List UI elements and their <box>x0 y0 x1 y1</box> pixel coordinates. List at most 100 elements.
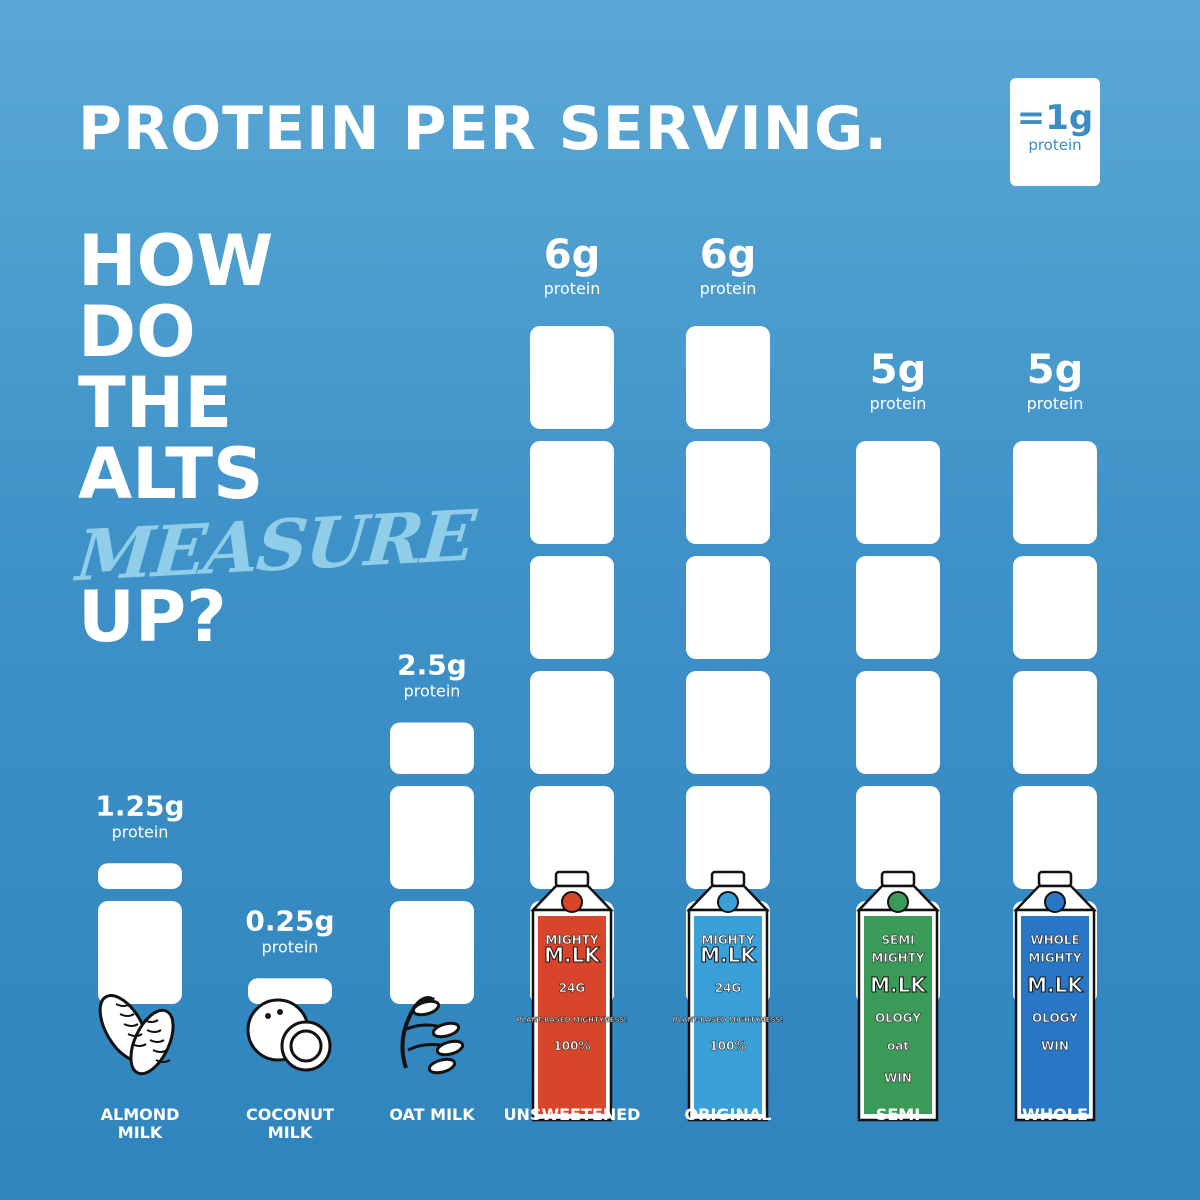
value-label: 2.5g <box>397 649 467 682</box>
value-label: 6g <box>544 232 600 278</box>
protein-unit-block <box>1013 441 1097 544</box>
almond-stroke <box>127 1033 143 1037</box>
value-unit-label: protein <box>1027 394 1084 413</box>
value-unit-label: protein <box>544 279 601 298</box>
protein-unit-block <box>98 901 182 1004</box>
value-unit-label: protein <box>404 682 461 701</box>
carton-text: 100% <box>553 1039 590 1053</box>
carton-color-panel <box>864 916 932 1114</box>
legend-unit: =1g <box>1016 98 1094 138</box>
protein-unit-block <box>530 671 614 774</box>
category-label: COCONUT <box>246 1105 334 1124</box>
protein-unit-block <box>856 441 940 544</box>
carton-text: SEMI <box>881 933 914 947</box>
carton-text: WHOLE <box>1030 933 1079 947</box>
carton-text: PLANT-BASED MIGHTYNESS! <box>517 1016 628 1024</box>
carton-cap <box>880 870 916 888</box>
oat-grain <box>411 999 441 1017</box>
carton-text: M.LK <box>544 943 601 967</box>
protein-unit-block <box>686 671 770 774</box>
protein-partial-block <box>248 978 332 1004</box>
protein-unit-block <box>856 786 940 889</box>
almond-shape <box>129 1008 175 1076</box>
headline-line: ALTS <box>78 433 264 515</box>
carton-logo <box>887 891 909 913</box>
almond-stroke <box>123 1023 139 1027</box>
protein-unit-block <box>390 901 474 1004</box>
almond-stroke <box>155 1059 171 1063</box>
protein-unit-block <box>856 556 940 659</box>
oat-grain <box>431 1021 461 1039</box>
almond-stroke <box>152 1049 168 1053</box>
almond-stroke <box>131 1043 147 1047</box>
protein-unit-block <box>686 786 770 889</box>
headline: HOW DO THE ALTS MEASURE UP? <box>73 220 477 658</box>
value-label: 5g <box>870 347 926 393</box>
coconut-eye <box>265 1013 271 1019</box>
almond-stroke <box>115 1003 131 1007</box>
category-label: WHOLE <box>1022 1105 1088 1124</box>
protein-partial-block <box>98 863 182 889</box>
protein-unit-block <box>686 326 770 429</box>
carton-text: MIGHTY <box>545 933 598 947</box>
carton-text: WIN <box>884 1071 912 1085</box>
carton-text: PLANT-BASED MIGHTYNESS! <box>673 1016 784 1024</box>
carton-text: 24G <box>559 981 586 995</box>
carton-text: MIGHTY <box>701 933 754 947</box>
headline-line: DO <box>78 291 196 373</box>
unit-legend: =1g protein <box>1010 78 1100 186</box>
carton-text: WIN <box>1041 1039 1069 1053</box>
carton-logo <box>561 891 583 913</box>
protein-unit-block <box>390 786 474 889</box>
value-label: 1.25g <box>95 789 184 822</box>
category-label: ALMOND <box>101 1105 180 1124</box>
carton-text: oat <box>887 1039 909 1053</box>
value-label: 5g <box>1027 347 1083 393</box>
protein-unit-block <box>530 441 614 544</box>
protein-unit-block <box>686 556 770 659</box>
carton-cap <box>1037 870 1073 888</box>
headline-line: HOW <box>78 220 274 302</box>
category-label: SEMI <box>876 1105 920 1124</box>
coconut-shape <box>289 1029 323 1063</box>
category-label: ORIGINAL <box>685 1105 772 1124</box>
protein-unit-block <box>530 556 614 659</box>
protein-unit-block <box>530 786 614 889</box>
carton-text: 100% <box>709 1039 746 1053</box>
carton-cap <box>554 870 590 888</box>
headline-line: THE <box>78 362 233 444</box>
carton-text: M.LK <box>700 943 757 967</box>
carton-text: MIGHTY <box>871 951 924 965</box>
protein-unit-block <box>1013 556 1097 659</box>
protein-unit-block <box>1013 671 1097 774</box>
value-unit-label: protein <box>870 394 927 413</box>
carton-text: M.LK <box>870 973 927 997</box>
carton-logo <box>1044 891 1066 913</box>
value-unit-label: protein <box>700 279 757 298</box>
carton-cap <box>710 870 746 888</box>
value-unit-label: protein <box>262 937 319 956</box>
legend-label: protein <box>1028 136 1082 154</box>
carton-text: OLOGY <box>1032 1011 1078 1025</box>
oat-grain <box>427 1057 457 1075</box>
protein-unit-block <box>686 441 770 544</box>
category-label: MILK <box>268 1123 313 1142</box>
value-label: 0.25g <box>245 904 334 937</box>
almond-stroke <box>149 1039 165 1043</box>
almond-stroke <box>143 1019 159 1023</box>
carton-color-panel <box>694 916 762 1114</box>
headline-line: UP? <box>78 576 227 658</box>
carton-text: OLOGY <box>875 1011 921 1025</box>
protein-partial-block <box>390 722 474 774</box>
value-label: 6g <box>700 232 756 278</box>
almond-stroke <box>119 1013 135 1017</box>
carton-logo <box>717 891 739 913</box>
protein-unit-block <box>1013 786 1097 889</box>
